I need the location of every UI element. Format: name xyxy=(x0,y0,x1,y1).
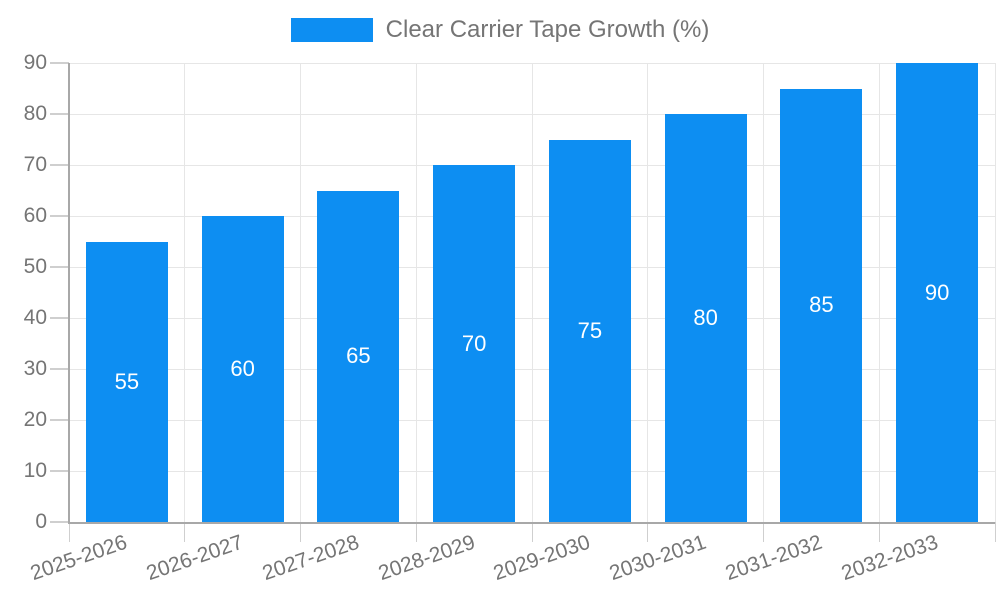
bar[interactable]: 70 xyxy=(433,165,516,522)
bar-value-label: 90 xyxy=(924,279,950,305)
legend-label: Clear Carrier Tape Growth (%) xyxy=(385,16,710,43)
y-axis-line xyxy=(68,63,70,524)
legend[interactable]: Clear Carrier Tape Growth (%) xyxy=(0,16,1000,44)
x-axis-label: 2032-2033 xyxy=(838,530,941,586)
x-tick-mark xyxy=(415,522,417,542)
v-gridline xyxy=(184,63,186,522)
bar[interactable]: 85 xyxy=(780,88,863,522)
y-axis-tick-label: 50 xyxy=(23,255,47,278)
bar-value-label: 80 xyxy=(693,305,718,330)
x-axis-label: 2031-2032 xyxy=(722,530,825,586)
v-gridline xyxy=(531,63,533,522)
x-axis-label: 2027-2028 xyxy=(259,530,362,586)
x-tick-mark xyxy=(184,522,186,542)
y-tick-mark xyxy=(50,317,69,319)
bar[interactable]: 75 xyxy=(548,139,631,522)
bar-value-label: 75 xyxy=(577,317,603,343)
bar[interactable]: 65 xyxy=(317,190,400,522)
y-tick-mark xyxy=(50,368,69,370)
y-tick-mark xyxy=(50,470,69,472)
v-gridline xyxy=(878,63,880,522)
bar-value-label: 65 xyxy=(346,343,371,369)
y-tick-mark xyxy=(50,164,69,166)
x-tick-mark xyxy=(878,522,880,542)
x-axis-label: 2029-2030 xyxy=(491,530,594,586)
y-axis-tick-label: 30 xyxy=(23,357,47,380)
y-axis-tick-label: 10 xyxy=(23,459,47,482)
bar[interactable]: 90 xyxy=(896,63,979,522)
x-tick-mark xyxy=(994,522,996,542)
bar[interactable]: 55 xyxy=(85,241,168,522)
x-axis-label: 2026-2027 xyxy=(143,530,247,586)
y-tick-mark xyxy=(50,113,69,115)
bar[interactable]: 80 xyxy=(664,114,747,522)
v-gridline xyxy=(300,63,301,522)
legend-swatch xyxy=(290,18,373,42)
v-gridline xyxy=(994,63,996,522)
y-tick-mark xyxy=(50,419,69,421)
y-axis-tick-label: 90 xyxy=(23,51,47,74)
y-axis-tick-label: 60 xyxy=(23,204,47,227)
v-gridline xyxy=(415,63,417,522)
y-axis-tick-label: 0 xyxy=(35,510,47,533)
x-tick-mark xyxy=(763,522,764,542)
y-axis-tick-label: 70 xyxy=(23,153,47,176)
y-tick-mark xyxy=(50,521,69,523)
bar-value-label: 85 xyxy=(809,292,834,318)
x-axis-label: 2025-2026 xyxy=(28,530,131,586)
bar-value-label: 55 xyxy=(114,368,140,394)
y-tick-mark xyxy=(50,215,69,217)
bar-value-label: 60 xyxy=(230,356,255,381)
x-axis-line xyxy=(69,522,995,524)
x-axis-label: 2028-2029 xyxy=(375,530,478,586)
x-tick-mark xyxy=(300,522,301,542)
y-axis-tick-label: 40 xyxy=(23,306,47,329)
bar-value-label: 70 xyxy=(461,330,487,356)
v-gridline xyxy=(647,63,649,522)
x-axis-label: 2030-2031 xyxy=(606,530,710,586)
v-gridline xyxy=(763,63,764,522)
y-axis-tick-label: 20 xyxy=(23,408,47,431)
x-tick-mark xyxy=(68,522,70,542)
y-axis-tick-label: 80 xyxy=(23,102,47,125)
x-tick-mark xyxy=(531,522,533,542)
y-tick-mark xyxy=(50,62,69,64)
y-tick-mark xyxy=(50,266,69,268)
bar[interactable]: 60 xyxy=(201,216,284,522)
x-tick-mark xyxy=(647,522,649,542)
